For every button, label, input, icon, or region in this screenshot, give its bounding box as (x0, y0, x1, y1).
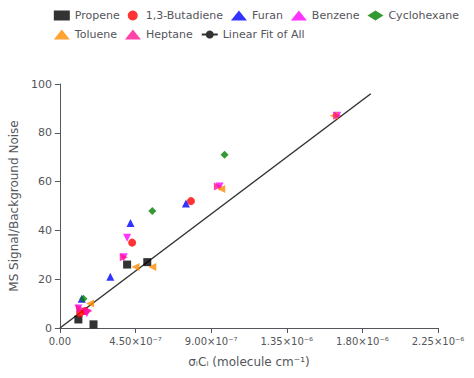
svg-text:Propene: Propene (75, 9, 120, 22)
svg-text:Cyclohexane: Cyclohexane (388, 9, 459, 22)
svg-text:0.00: 0.00 (49, 336, 71, 347)
svg-text:4.50×10⁻⁷: 4.50×10⁻⁷ (109, 336, 162, 347)
svg-text:σᵢCᵢ (molecule cm⁻¹): σᵢCᵢ (molecule cm⁻¹) (188, 355, 309, 369)
svg-text:60: 60 (38, 175, 52, 188)
svg-text:Furan: Furan (252, 9, 283, 22)
svg-text:100: 100 (31, 78, 52, 91)
svg-text:2.25×10⁻⁶: 2.25×10⁻⁶ (412, 336, 465, 347)
svg-text:40: 40 (38, 224, 52, 237)
svg-text:Heptane: Heptane (146, 28, 193, 41)
svg-text:9.00×10⁻⁷: 9.00×10⁻⁷ (185, 336, 238, 347)
svg-text:Toluene: Toluene (74, 28, 117, 41)
svg-text:1.35×10⁻⁶: 1.35×10⁻⁶ (260, 336, 313, 347)
svg-text:0: 0 (45, 322, 52, 335)
svg-text:Linear Fit of All: Linear Fit of All (223, 28, 305, 41)
svg-text:20: 20 (38, 273, 52, 286)
svg-text:Benzene: Benzene (312, 9, 360, 22)
svg-text:80: 80 (38, 126, 52, 139)
svg-text:1.80×10⁻⁶: 1.80×10⁻⁶ (336, 336, 389, 347)
svg-text:MS Signal/Background Noise: MS Signal/Background Noise (7, 120, 21, 291)
svg-text:1,3-Butadiene: 1,3-Butadiene (146, 9, 223, 22)
